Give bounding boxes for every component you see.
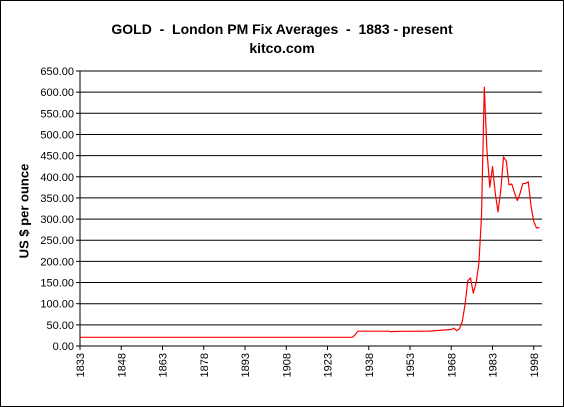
y-tick-label: 200.00 [40, 256, 74, 268]
x-tick-label: 1953 [405, 353, 417, 377]
x-tick-label: 1983 [488, 353, 500, 377]
x-axis-ticks: 1833 1848 1863 1878 1893 1908 1923 1938 1953 1968… [75, 346, 541, 377]
x-tick-label: 1893 [240, 353, 252, 377]
y-tick-label: 50.00 [46, 320, 74, 332]
y-tick-label: 600.00 [40, 87, 74, 99]
x-tick-label: 1998 [529, 353, 541, 377]
y-tick-label: 500.00 [40, 129, 74, 141]
x-tick-label: 1938 [364, 353, 376, 377]
series-line [80, 86, 540, 338]
y-tick-label: 650.00 [40, 66, 74, 78]
y-tick-label: 550.00 [40, 108, 74, 120]
y-axis-ticks: 0.00 50.00 100.00 150.00 200.00 250.00 300.00 3… [40, 66, 80, 353]
gridlines [80, 70, 542, 347]
x-tick-label: 1878 [199, 353, 211, 377]
y-tick-label: 300.00 [40, 214, 74, 226]
y-tick-label: 150.00 [40, 278, 74, 290]
axes [79, 71, 542, 347]
x-tick-label: 1923 [323, 353, 335, 377]
y-tick-label: 350.00 [40, 193, 74, 205]
x-tick-label: 1863 [158, 353, 170, 377]
y-tick-label: 400.00 [40, 172, 74, 184]
x-tick-label: 1848 [116, 353, 128, 377]
x-tick-label: 1908 [281, 353, 293, 377]
series-group [80, 86, 540, 338]
y-tick-label: 450.00 [40, 151, 74, 163]
y-tick-label: 250.00 [40, 235, 74, 247]
chart-subtitle: kitco.com [249, 40, 315, 56]
y-tick-label: 100.00 [40, 299, 74, 311]
y-tick-label: 0.00 [53, 341, 74, 353]
x-tick-label: 1968 [446, 353, 458, 377]
x-tick-label: 1833 [75, 353, 87, 377]
chart-title: GOLD - London PM Fix Averages - 1883 - p… [111, 21, 453, 37]
